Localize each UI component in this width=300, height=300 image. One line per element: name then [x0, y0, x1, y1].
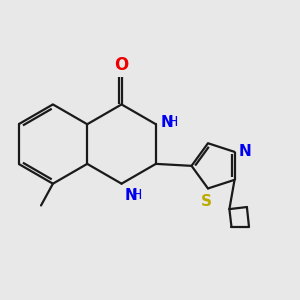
- Text: N: N: [125, 188, 137, 203]
- Text: N: N: [238, 144, 251, 159]
- Text: H: H: [132, 188, 142, 203]
- Text: H: H: [168, 115, 178, 129]
- Text: O: O: [114, 56, 129, 74]
- Text: N: N: [160, 115, 173, 130]
- Text: S: S: [200, 194, 211, 209]
